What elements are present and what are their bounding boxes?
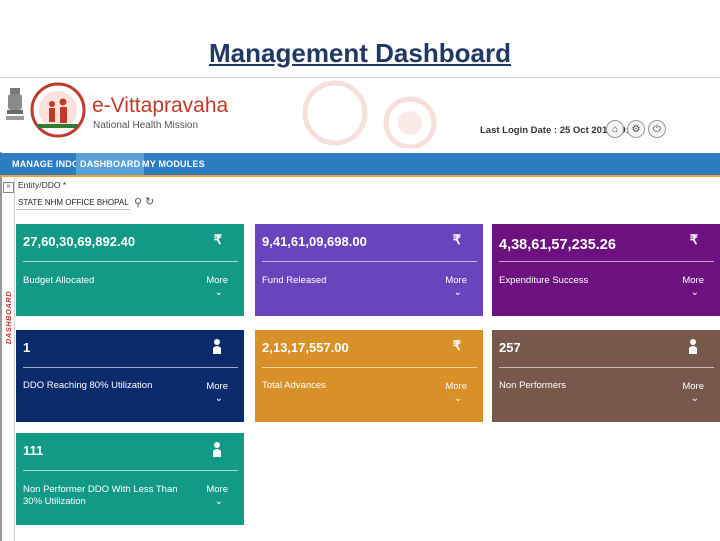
last-login-date: Last Login Date : 25 Oct 2013 19:17 bbox=[480, 125, 640, 136]
slide-title: Management Dashboard bbox=[209, 38, 511, 68]
card-divider bbox=[262, 367, 477, 368]
chevron-down-icon[interactable]: ⌄ bbox=[214, 287, 223, 298]
card-expenditure-success[interactable]: 4,38,61,57,235.26 ₹ Expenditure Success … bbox=[492, 224, 720, 316]
card-value: 257 bbox=[499, 340, 521, 355]
card-more-link[interactable]: More bbox=[206, 381, 228, 392]
card-value: 111 bbox=[23, 443, 44, 458]
home-button[interactable]: ⌂ bbox=[606, 120, 624, 138]
sidebar-dashboard-tab[interactable] bbox=[0, 178, 15, 541]
menu-manage-inbox[interactable]: MANAGE INDOX bbox=[12, 159, 86, 169]
card-more-link[interactable]: More bbox=[682, 275, 704, 286]
nhm-logo-icon bbox=[30, 82, 86, 138]
card-label: Budget Allocated bbox=[23, 275, 95, 286]
card-non-performer-ddo-30[interactable]: 111 Non Performer DDO With Less Than 30%… bbox=[16, 433, 244, 525]
card-label: Total Advances bbox=[262, 380, 326, 391]
card-fund-released[interactable]: 9,41,61,09,698.00 ₹ Fund Released More ⌄ bbox=[255, 224, 483, 316]
person-icon bbox=[213, 339, 221, 354]
app-brand-subtitle: National Health Mission bbox=[93, 120, 199, 131]
card-more-link[interactable]: More bbox=[445, 275, 467, 286]
logout-icon: ⏻ bbox=[653, 123, 661, 135]
watermark-logo-icon bbox=[302, 80, 437, 148]
card-divider bbox=[499, 367, 714, 368]
window-edge bbox=[0, 78, 2, 541]
menu-my-modules[interactable]: MY MODULES bbox=[142, 159, 205, 169]
card-budget-allocated[interactable]: 27,60,30,69,892.40 ₹ Budget Allocated Mo… bbox=[16, 224, 244, 316]
card-label: DDO Reaching 80% Utilization bbox=[23, 380, 153, 391]
card-divider bbox=[23, 367, 238, 368]
main-menu-bar: MANAGE INDOX DASHBOARD MY MODULES bbox=[0, 153, 720, 177]
chevron-down-icon[interactable]: ⌄ bbox=[690, 287, 699, 298]
card-value: 2,13,17,557.00 bbox=[262, 340, 349, 355]
search-icon[interactable]: ⚲ bbox=[134, 197, 143, 209]
chevron-down-icon[interactable]: ⌄ bbox=[214, 496, 223, 507]
card-divider bbox=[262, 261, 477, 262]
person-icon bbox=[213, 442, 221, 457]
card-value: 4,38,61,57,235.26 bbox=[499, 237, 616, 253]
card-divider bbox=[499, 261, 714, 262]
national-emblem-icon bbox=[6, 88, 24, 120]
card-label: Fund Released bbox=[262, 275, 327, 286]
person-icon bbox=[689, 339, 697, 354]
card-value: 9,41,61,09,698.00 bbox=[262, 234, 367, 249]
gear-icon: ⚙ bbox=[631, 123, 641, 135]
rupee-icon: ₹ bbox=[452, 232, 461, 247]
rupee-icon: ₹ bbox=[213, 232, 222, 247]
card-divider bbox=[23, 261, 238, 262]
card-non-performers[interactable]: 257 Non Performers More ⌄ bbox=[492, 330, 720, 422]
refresh-icon[interactable]: ↻ bbox=[145, 196, 155, 208]
home-icon: ⌂ bbox=[611, 123, 619, 135]
sidebar-collapse-button[interactable]: » bbox=[3, 182, 14, 193]
sidebar-label: DASHBOARD bbox=[4, 290, 14, 345]
card-more-link[interactable]: More bbox=[682, 381, 704, 392]
card-divider bbox=[23, 470, 238, 471]
chevron-down-icon[interactable]: ⌄ bbox=[214, 393, 223, 404]
card-more-link[interactable]: More bbox=[206, 484, 228, 495]
card-label: Expenditure Success bbox=[499, 275, 589, 286]
app-header: e-Vittapravaha National Health Mission L… bbox=[0, 78, 720, 152]
card-more-link[interactable]: More bbox=[445, 381, 467, 392]
card-total-advances[interactable]: 2,13,17,557.00 ₹ Total Advances More ⌄ bbox=[255, 330, 483, 422]
rupee-icon: ₹ bbox=[452, 338, 461, 353]
chevron-down-icon[interactable]: ⌄ bbox=[453, 287, 462, 298]
card-more-link[interactable]: More bbox=[206, 275, 228, 286]
entity-select[interactable]: STATE NHM OFFICE BHOPAL bbox=[16, 195, 130, 210]
logout-button[interactable]: ⏻ bbox=[648, 120, 666, 138]
entity-field-label: Entity/DDO * bbox=[18, 180, 67, 190]
menu-dashboard[interactable]: DASHBOARD bbox=[76, 153, 145, 175]
rupee-icon: ₹ bbox=[689, 232, 698, 247]
app-brand: e-Vittapravaha bbox=[92, 94, 229, 117]
chevron-down-icon[interactable]: ⌄ bbox=[453, 393, 462, 404]
card-label: Non Performer DDO With Less Than 30% Uti… bbox=[23, 484, 178, 507]
chevron-down-icon[interactable]: ⌄ bbox=[690, 393, 699, 404]
settings-button[interactable]: ⚙ bbox=[627, 120, 645, 138]
card-value: 27,60,30,69,892.40 bbox=[23, 234, 136, 249]
card-ddo-80-utilization[interactable]: 1 DDO Reaching 80% Utilization More ⌄ bbox=[16, 330, 244, 422]
app-window: e-Vittapravaha National Health Mission L… bbox=[0, 77, 720, 541]
card-value: 1 bbox=[23, 340, 31, 355]
card-label: Non Performers bbox=[499, 380, 567, 391]
